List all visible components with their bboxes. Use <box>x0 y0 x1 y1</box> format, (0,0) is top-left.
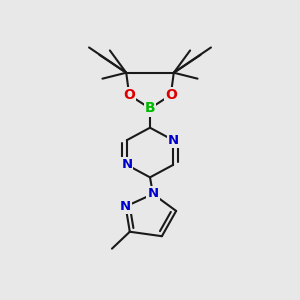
Text: N: N <box>121 158 132 171</box>
Text: N: N <box>120 200 131 213</box>
Text: N: N <box>168 134 179 147</box>
Text: O: O <box>123 88 135 102</box>
Text: B: B <box>145 101 155 116</box>
Text: N: N <box>147 188 158 200</box>
Text: O: O <box>165 88 177 102</box>
